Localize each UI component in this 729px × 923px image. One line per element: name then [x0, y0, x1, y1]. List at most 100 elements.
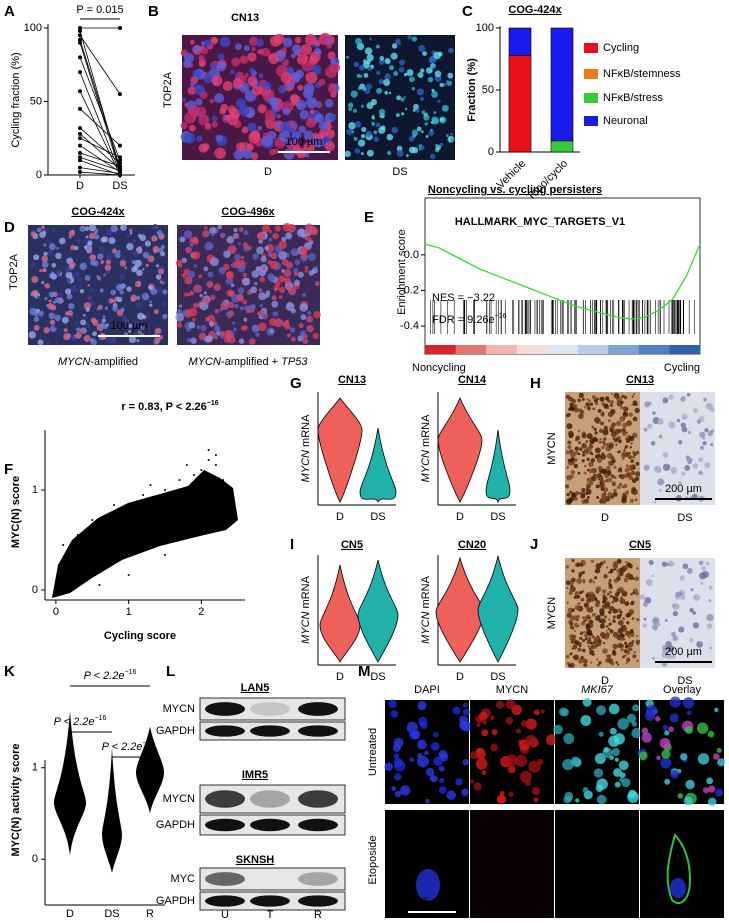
image-cell — [620, 405, 624, 410]
image-cell — [423, 114, 430, 121]
image-cell — [625, 407, 629, 411]
image-cell — [424, 122, 428, 126]
image-cell — [289, 94, 300, 104]
point — [78, 125, 82, 130]
image-cell — [600, 412, 605, 417]
image-cell — [94, 228, 99, 233]
blot-row-label: GAPDH — [156, 725, 195, 737]
image-cell — [88, 232, 96, 240]
image-cell — [583, 498, 590, 504]
violin-shape — [485, 429, 511, 504]
image-cell — [662, 463, 671, 471]
image-cell — [595, 636, 600, 641]
image-cell — [589, 649, 595, 655]
rank-bar — [577, 345, 609, 354]
image-cell — [386, 133, 394, 141]
image-cell — [633, 393, 636, 396]
point — [118, 158, 122, 163]
image-cell — [476, 722, 481, 728]
image-label: MYCN-amplified — [58, 356, 138, 368]
image-cell — [394, 760, 406, 772]
image-cell — [591, 425, 595, 429]
panel-letter: K — [4, 663, 15, 680]
image-cell — [677, 793, 684, 799]
image-cell — [233, 327, 237, 332]
image-cell — [403, 95, 407, 99]
image-cell — [71, 335, 77, 341]
y-axis-label: Fraction (%) — [466, 58, 478, 122]
image-cell — [433, 51, 441, 60]
image-cell — [364, 47, 373, 55]
point — [78, 165, 82, 170]
image-cell — [209, 227, 217, 235]
image-cell — [626, 612, 632, 618]
image-cell — [623, 449, 626, 452]
image-cell — [599, 481, 603, 485]
image-cell — [396, 95, 402, 101]
image-cell — [621, 617, 626, 621]
image-cell — [594, 454, 600, 459]
image-cell — [651, 574, 654, 578]
violin-shape — [359, 427, 397, 503]
image-cell — [602, 641, 606, 645]
image-cell — [576, 618, 579, 622]
image-cell — [155, 264, 159, 268]
image-cell — [616, 636, 620, 640]
image-cell — [353, 108, 357, 113]
image-cell — [211, 115, 218, 122]
chart-title: Noncycling vs. cycling persisters — [428, 184, 602, 196]
image-cell — [284, 277, 292, 285]
image-cell — [563, 733, 575, 745]
image-cell — [574, 640, 580, 646]
image-cell — [463, 702, 468, 708]
x-tick-label: D — [456, 511, 464, 523]
image-cell — [462, 708, 470, 716]
image-cell — [326, 39, 332, 45]
image-cell — [268, 229, 273, 234]
image-cell — [84, 226, 90, 231]
violin-shape — [477, 555, 519, 663]
image-cell — [609, 400, 615, 405]
image-cell — [214, 308, 220, 314]
image-cell — [86, 248, 92, 253]
image-cell — [136, 339, 140, 343]
image-cell — [228, 301, 235, 308]
image-cell — [184, 52, 195, 63]
image-cell — [384, 73, 391, 80]
image-cell — [686, 710, 692, 716]
image-cell — [409, 757, 414, 762]
image-cell — [678, 440, 683, 445]
image-cell — [210, 294, 216, 301]
image-cell — [616, 485, 621, 490]
image-cell — [630, 459, 635, 463]
image-cell — [605, 478, 609, 483]
image-cell — [281, 236, 287, 242]
image-cell — [565, 450, 570, 455]
image-cell — [412, 147, 419, 154]
text-part: mRNA — [420, 575, 432, 611]
image-cell — [593, 646, 597, 650]
image-cell — [33, 254, 40, 261]
image-cell — [606, 406, 610, 410]
image-cell — [328, 113, 337, 122]
image-label: DS — [392, 166, 407, 178]
image-cell — [144, 240, 151, 247]
blot-band — [205, 895, 245, 907]
image-cell — [285, 261, 294, 269]
image-cell — [97, 253, 104, 260]
image-cell — [668, 726, 674, 732]
image-cell — [589, 451, 593, 455]
image-cell — [438, 765, 445, 772]
image-cell — [132, 239, 137, 243]
image-cell — [314, 40, 321, 47]
image-cell — [613, 465, 617, 469]
image-cell — [330, 91, 337, 98]
image-cell — [305, 71, 318, 84]
image-cell — [567, 440, 572, 445]
blot-row-label: MYC — [171, 873, 196, 885]
image-cell — [153, 249, 158, 254]
image-cell — [225, 271, 235, 280]
image-cell — [106, 229, 113, 236]
image-cell — [565, 580, 571, 586]
image-cell — [285, 232, 293, 240]
